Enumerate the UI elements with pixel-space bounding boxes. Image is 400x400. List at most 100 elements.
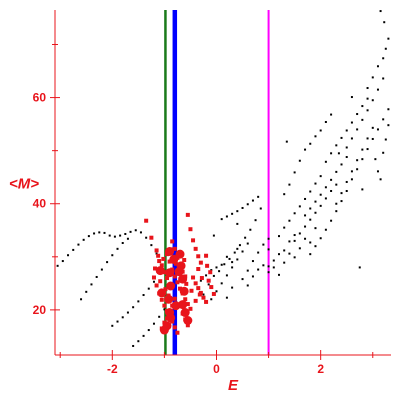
data-point xyxy=(330,113,333,116)
data-point xyxy=(228,257,231,260)
data-point xyxy=(225,274,228,277)
data-point xyxy=(231,212,234,215)
data-point xyxy=(157,288,167,298)
data-point xyxy=(293,239,296,242)
data-point xyxy=(172,274,177,279)
data-point xyxy=(231,266,234,269)
data-point xyxy=(212,274,215,277)
data-point xyxy=(251,260,254,263)
data-point xyxy=(382,77,385,80)
data-point xyxy=(285,140,288,143)
data-point xyxy=(225,215,228,218)
tick-labels: -2 0 2 20 40 60 xyxy=(33,91,325,376)
data-point xyxy=(314,227,317,230)
data-point xyxy=(319,204,322,207)
data-point xyxy=(293,234,296,237)
data-point xyxy=(179,286,189,296)
data-point xyxy=(182,257,187,262)
data-point xyxy=(137,300,140,303)
data-point xyxy=(156,253,161,258)
data-point xyxy=(267,237,270,240)
data-point xyxy=(350,178,353,181)
data-point xyxy=(304,148,307,151)
data-point xyxy=(183,316,193,325)
data-point xyxy=(335,210,338,213)
data-point xyxy=(159,297,164,302)
data-point xyxy=(293,212,296,215)
data-point xyxy=(324,120,327,123)
data-point xyxy=(199,279,202,282)
data-point xyxy=(324,186,327,189)
data-point xyxy=(85,290,88,293)
x-tick-label: -2 xyxy=(107,362,118,376)
data-point xyxy=(172,246,177,251)
data-point xyxy=(90,283,93,286)
data-point xyxy=(72,248,75,251)
data-point xyxy=(204,299,209,304)
data-point xyxy=(257,195,260,198)
data-point xyxy=(345,129,348,132)
y-tick-label: 40 xyxy=(33,197,47,211)
data-point xyxy=(220,282,223,285)
data-point xyxy=(169,254,179,264)
data-point xyxy=(172,296,177,301)
data-point xyxy=(330,152,333,155)
data-point xyxy=(139,231,142,234)
data-point xyxy=(383,21,386,24)
data-point xyxy=(335,144,338,147)
data-point xyxy=(309,253,312,256)
data-point xyxy=(379,178,382,181)
data-point xyxy=(82,238,85,241)
data-point xyxy=(361,148,364,151)
data-point xyxy=(202,293,205,296)
data-point xyxy=(361,105,364,108)
data-point xyxy=(251,199,254,202)
data-point xyxy=(126,237,129,240)
data-point xyxy=(175,330,180,335)
data-point xyxy=(366,109,369,112)
data-point xyxy=(319,193,322,196)
data-point xyxy=(56,264,59,267)
data-point xyxy=(249,228,252,231)
data-point xyxy=(246,269,249,272)
data-point xyxy=(335,183,338,186)
data-point xyxy=(225,255,228,258)
data-point xyxy=(111,254,114,257)
data-point xyxy=(95,275,98,278)
data-point xyxy=(345,156,348,159)
data-point xyxy=(206,278,211,283)
y-tick-label: 20 xyxy=(33,303,47,317)
data-point xyxy=(215,290,218,293)
data-point xyxy=(236,222,239,225)
data-point xyxy=(384,138,387,141)
data-point xyxy=(111,324,114,327)
data-point xyxy=(164,294,174,304)
data-point xyxy=(304,237,307,240)
data-point xyxy=(233,251,236,254)
data-point xyxy=(324,197,327,200)
data-point xyxy=(77,243,80,246)
data-point xyxy=(236,210,239,213)
data-point xyxy=(147,287,150,290)
data-point xyxy=(201,295,206,300)
data-point xyxy=(166,281,176,291)
data-point xyxy=(340,192,343,195)
data-point xyxy=(376,88,379,91)
data-point xyxy=(298,159,301,162)
data-point xyxy=(208,270,213,275)
data-point xyxy=(340,136,343,139)
data-point xyxy=(361,158,364,161)
data-point xyxy=(324,228,327,231)
data-point xyxy=(236,247,239,250)
data-point xyxy=(371,137,374,140)
data-point xyxy=(319,129,322,132)
data-point xyxy=(231,261,234,264)
data-point xyxy=(241,206,244,209)
data-point xyxy=(309,142,312,145)
data-point xyxy=(283,193,286,196)
data-point xyxy=(172,325,177,330)
data-point xyxy=(337,152,340,155)
data-point xyxy=(350,137,353,140)
data-point xyxy=(314,245,317,248)
data-point xyxy=(158,279,163,284)
